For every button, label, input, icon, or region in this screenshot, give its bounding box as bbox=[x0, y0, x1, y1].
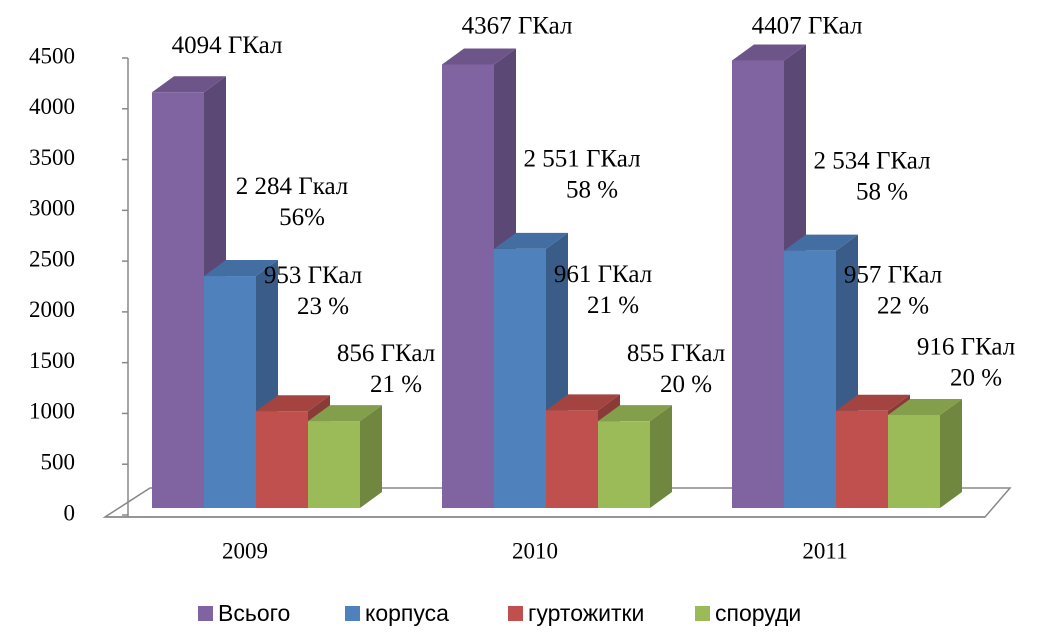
data-label: 953 ГКал bbox=[264, 262, 362, 289]
bar bbox=[888, 414, 940, 508]
data-label: 4407 ГКал bbox=[752, 13, 863, 40]
bar-side bbox=[650, 405, 672, 508]
share-label: 21 % bbox=[370, 371, 422, 398]
data-label: 856 ГКал bbox=[337, 340, 435, 367]
data-label: 916 ГКал bbox=[917, 334, 1015, 361]
share-label: 20 % bbox=[660, 371, 712, 398]
share-label: 23 % bbox=[297, 293, 349, 320]
bar bbox=[442, 64, 494, 508]
legend-label: споруди bbox=[715, 600, 801, 626]
share-label: 22 % bbox=[877, 293, 929, 320]
bar bbox=[494, 248, 546, 509]
data-label: 2 551 ГКал bbox=[523, 146, 640, 173]
bar-top bbox=[308, 405, 382, 422]
x-tick-label: 2011 bbox=[802, 538, 847, 563]
share-label: 58 % bbox=[856, 178, 908, 205]
bar-top bbox=[152, 76, 226, 93]
bar bbox=[836, 410, 888, 508]
legend-swatch bbox=[508, 606, 523, 621]
y-tick-label: 0 bbox=[64, 500, 76, 525]
bar-side bbox=[360, 405, 382, 508]
bar bbox=[256, 411, 308, 508]
y-tick-label: 4000 bbox=[29, 94, 75, 119]
share-label: 56% bbox=[279, 204, 325, 231]
bar-top bbox=[546, 394, 620, 411]
bar bbox=[732, 60, 784, 508]
legend-swatch bbox=[198, 606, 213, 621]
bar-top bbox=[204, 260, 278, 277]
x-tick-label: 2009 bbox=[222, 538, 268, 563]
bar-top bbox=[494, 232, 568, 249]
bar bbox=[204, 276, 256, 508]
y-tick-label: 2000 bbox=[29, 297, 75, 322]
y-tick-label: 4500 bbox=[29, 43, 75, 68]
bar bbox=[784, 250, 836, 509]
legend-label: корпуса bbox=[365, 600, 449, 626]
y-tick-label: 1000 bbox=[29, 399, 75, 424]
legend-swatch bbox=[695, 606, 710, 621]
bar-top bbox=[784, 234, 858, 251]
bar-top bbox=[256, 395, 330, 412]
share-label: 58 % bbox=[566, 177, 618, 204]
y-tick-label: 500 bbox=[41, 450, 76, 475]
y-tick-label: 3000 bbox=[29, 196, 75, 221]
data-label: 855 ГКал bbox=[627, 340, 725, 367]
bar bbox=[598, 421, 650, 508]
data-label: 4094 ГКал bbox=[172, 32, 283, 59]
y-tick-label: 3500 bbox=[29, 145, 75, 170]
bar-side bbox=[940, 398, 962, 508]
share-label: 21 % bbox=[587, 292, 639, 319]
data-label: 961 ГКал bbox=[554, 261, 652, 288]
bar-top bbox=[442, 48, 516, 65]
data-label: 2 284 Гкал bbox=[236, 173, 349, 200]
legend-swatch bbox=[345, 606, 360, 621]
y-tick-label: 1500 bbox=[29, 348, 75, 373]
legend-label: гуртожитки bbox=[528, 600, 644, 626]
data-label: 4367 ГКал bbox=[462, 13, 573, 40]
bar bbox=[152, 92, 204, 508]
bar bbox=[546, 410, 598, 508]
bar-top bbox=[836, 394, 910, 411]
share-label: 20 % bbox=[950, 365, 1002, 392]
bar-top bbox=[732, 44, 806, 61]
legend-label: Всього bbox=[218, 600, 290, 626]
bar-top bbox=[888, 398, 962, 415]
data-label: 2 534 ГКал bbox=[813, 147, 930, 174]
y-tick-label: 2500 bbox=[29, 246, 75, 271]
bar bbox=[308, 421, 360, 508]
bar-top bbox=[598, 405, 672, 422]
data-label: 957 ГКал bbox=[844, 262, 942, 289]
x-tick-label: 2010 bbox=[512, 538, 558, 563]
